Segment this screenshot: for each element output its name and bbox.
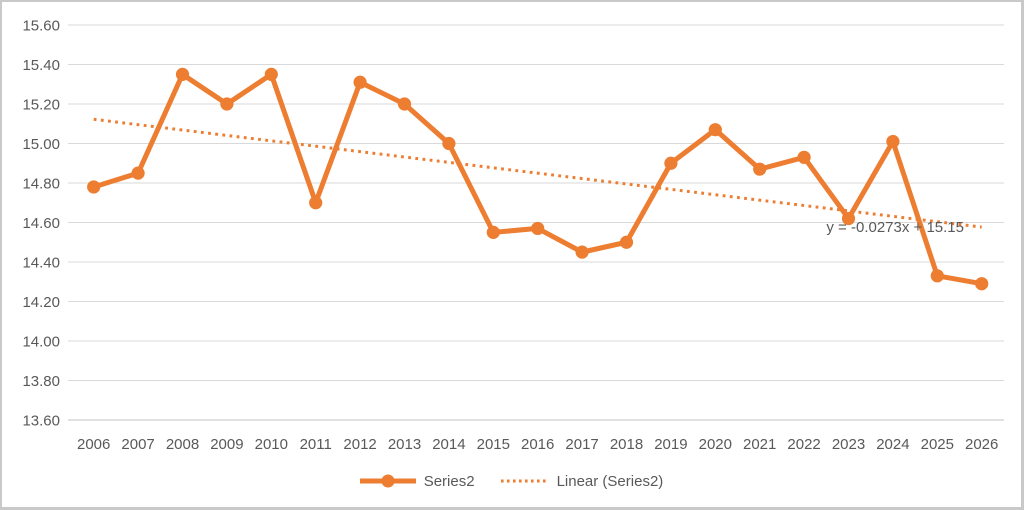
x-tick-label: 2018 [610,436,643,453]
y-tick-label: 14.20 [22,294,60,311]
legend-label-linear: Linear (Series2) [556,472,664,490]
y-tick-label: 14.40 [22,255,60,272]
y-tick-label: 13.60 [22,413,60,430]
x-tick-label: 2019 [654,436,687,453]
series2-marker [886,134,900,149]
x-tick-label: 2024 [876,436,909,453]
y-tick-label: 15.60 [22,18,60,35]
trendline-layer [93,117,982,229]
series2-marker [87,180,101,194]
series2-marker [619,235,634,249]
series2-marker [175,67,190,81]
x-tick-label: 2020 [699,436,732,453]
x-tick-label: 2008 [166,436,199,453]
y-axis-labels: 15.60 15.40 15.20 15.00 14.80 14.60 14.40 14.20… [22,18,60,430]
legend-label-series2: Series2 [423,472,475,490]
x-tick-label: 2011 [300,436,332,453]
trendline-equation: y = -0.0273x + 15.15 [826,219,964,236]
series2-marker [975,277,989,291]
x-tick-label: 2007 [121,436,154,453]
x-tick-label: 2009 [210,436,243,453]
series2-marker [309,196,323,210]
trendline [93,117,982,229]
x-tick-label: 2025 [921,436,954,453]
x-tick-label: 2014 [432,436,465,453]
y-tick-label: 14.60 [22,215,60,232]
y-tick-label: 13.80 [22,373,60,390]
series2-marker [131,166,145,180]
x-axis-labels: 2006 2007 2008 2009 2010 2011 2012 2013 2014 2015… [77,436,998,453]
y-tick-label: 14.00 [22,334,60,351]
x-tick-label: 2026 [965,436,998,453]
series2-marker [353,75,367,89]
series2-marker [531,221,545,236]
x-tick-label: 2010 [255,436,288,453]
x-tick-label: 2017 [565,436,598,453]
x-tick-label: 2013 [388,436,421,453]
series2-legend-sample-icon [359,474,416,488]
series2-marker [442,136,456,151]
x-tick-label: 2012 [343,436,376,453]
series2-marker [575,245,589,259]
series2-marker [708,123,722,137]
x-tick-label: 2006 [77,436,110,453]
x-tick-label: 2021 [743,436,776,453]
series2-marker [264,67,278,81]
y-tick-label: 14.80 [22,176,60,193]
series-layer [87,67,989,291]
series2-marker [753,162,767,176]
linear-legend-sample-icon [500,479,549,483]
legend-item-linear: Linear (Series2) [500,472,664,490]
series2-marker [797,150,811,164]
series2-marker [486,225,500,239]
x-tick-label: 2016 [521,436,554,453]
series2-marker [397,97,412,111]
series2-marker [664,156,678,170]
legend-item-series2: Series2 [359,472,475,490]
x-tick-label: 2022 [787,436,820,453]
x-tick-label: 2023 [832,436,865,453]
chart-legend: Series2 Linear (Series2) [2,468,1021,494]
series2-marker [220,97,234,111]
series2-marker [930,269,944,283]
y-tick-label: 15.20 [22,97,60,114]
series2-marker [841,211,856,226]
y-tick-label: 15.00 [22,136,60,153]
y-tick-label: 15.40 [22,57,60,74]
x-tick-label: 2015 [477,436,510,453]
